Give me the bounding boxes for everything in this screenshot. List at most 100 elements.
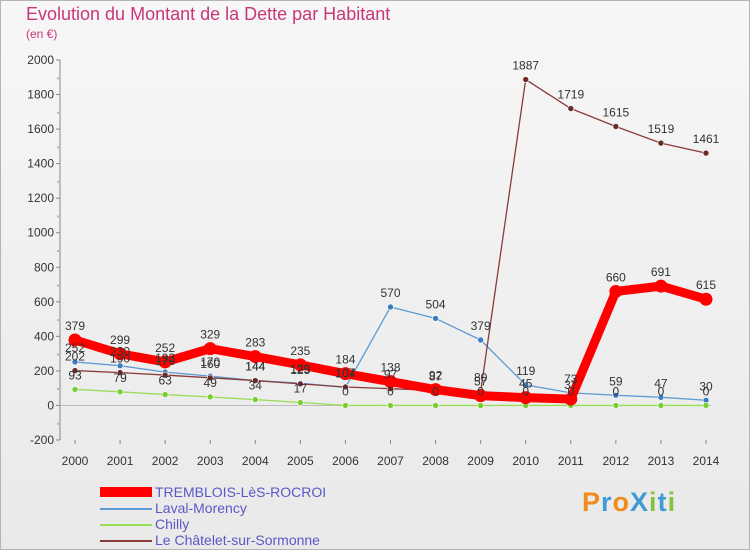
data-label-3: 160 <box>200 357 220 371</box>
data-label-0: 252 <box>155 341 175 355</box>
data-label-0: 37 <box>564 378 578 392</box>
series-point-3 <box>612 123 620 130</box>
data-label-3: 176 <box>155 354 175 368</box>
series-point-0 <box>564 392 578 406</box>
data-label-0: 57 <box>474 375 488 389</box>
x-tick-label: 2008 <box>422 454 449 468</box>
series-point-2 <box>116 388 124 396</box>
data-label-2: 17 <box>294 382 308 396</box>
data-label-2: 0 <box>658 384 665 398</box>
series-point-0 <box>293 358 307 372</box>
data-label-2: 0 <box>387 384 394 398</box>
data-label-3: 1615 <box>603 106 630 120</box>
series-point-3 <box>251 377 259 384</box>
series-point-1 <box>71 358 79 366</box>
data-label-2: 0 <box>567 384 574 398</box>
y-tick-label: 1000 <box>27 226 54 240</box>
series-point-2 <box>251 396 259 403</box>
data-label-0: 45 <box>519 377 533 391</box>
y-tick-label: 1800 <box>27 88 54 102</box>
series-point-2 <box>161 391 169 398</box>
y-tick-label: 1600 <box>27 122 54 136</box>
data-label-2: 79 <box>113 371 127 385</box>
series-point-3 <box>206 374 214 382</box>
series-point-0 <box>474 389 488 403</box>
data-label-0: 92 <box>429 369 443 383</box>
y-tick-label: 200 <box>34 364 54 378</box>
data-label-3: 97 <box>384 368 398 382</box>
x-tick-label: 2009 <box>467 454 494 468</box>
data-label-1: 252 <box>65 341 85 355</box>
series-point-0 <box>384 375 397 389</box>
data-label-3: 80 <box>474 371 488 385</box>
legend-swatch-chilly <box>100 524 152 526</box>
data-label-2: 93 <box>68 368 82 382</box>
data-label-3: 87 <box>429 369 443 383</box>
x-tick-label: 2007 <box>377 454 404 468</box>
legend-label-laval-morency: Laval-Morency <box>155 500 247 516</box>
data-label-2: 34 <box>249 379 263 393</box>
data-label-1: 570 <box>380 286 400 300</box>
series-point-2 <box>71 386 79 393</box>
data-label-2: 0 <box>342 384 349 398</box>
series-point-0 <box>519 391 533 405</box>
series-point-1 <box>477 336 484 344</box>
series-point-0 <box>654 279 668 293</box>
data-label-3: 1719 <box>557 88 584 102</box>
x-tick-label: 2013 <box>648 454 675 468</box>
data-label-1: 129 <box>290 362 310 376</box>
series-point-1 <box>657 394 665 401</box>
data-label-0: 299 <box>110 333 130 347</box>
series-point-1 <box>116 362 124 370</box>
series-point-0 <box>68 333 82 347</box>
series-point-2 <box>297 399 304 406</box>
y-tick-label: -200 <box>30 433 54 447</box>
series-point-2 <box>657 402 665 409</box>
series-point-2 <box>702 402 710 409</box>
data-label-1: 193 <box>155 351 175 365</box>
data-label-1: 104 <box>335 366 355 380</box>
x-tick-label: 2002 <box>152 454 179 468</box>
series-point-3 <box>161 371 169 379</box>
series-point-3 <box>522 76 530 83</box>
x-tick-label: 2014 <box>693 454 720 468</box>
data-label-1: 47 <box>654 376 668 390</box>
data-label-0: 184 <box>335 353 355 367</box>
data-label-2: 0 <box>613 384 620 398</box>
series-point-1 <box>612 391 620 399</box>
series-point-3 <box>657 139 665 147</box>
data-label-2: 0 <box>432 384 439 398</box>
series-point-3 <box>342 383 349 391</box>
data-label-0: 660 <box>606 270 626 284</box>
data-label-0: 379 <box>65 319 85 333</box>
series-point-0 <box>609 284 623 298</box>
series-point-0 <box>699 292 713 306</box>
series-point-0 <box>338 367 352 381</box>
data-label-3: 190 <box>110 352 130 366</box>
data-label-1: 59 <box>609 374 623 388</box>
data-label-2: 0 <box>703 384 710 398</box>
data-label-3: 125 <box>290 363 310 377</box>
series-point-2 <box>477 402 484 409</box>
data-label-2: 49 <box>204 376 218 390</box>
x-tick-label: 2000 <box>62 454 89 468</box>
data-label-3: 1887 <box>512 59 539 73</box>
y-tick-label: 600 <box>34 295 54 309</box>
series-point-1 <box>522 381 530 389</box>
legend-label-tremblois: TREMBLOIS-LèS-ROCROI <box>155 484 327 500</box>
data-label-3: 1519 <box>648 122 675 136</box>
y-tick-label: 0 <box>47 398 54 412</box>
data-label-3: 1461 <box>693 132 720 146</box>
y-tick-label: 1400 <box>27 157 54 171</box>
series-point-2 <box>387 402 394 409</box>
x-tick-label: 2004 <box>242 454 269 468</box>
x-tick-label: 2012 <box>603 454 630 468</box>
data-label-1: 144 <box>245 360 265 374</box>
x-tick-label: 2006 <box>332 454 359 468</box>
data-label-1: 230 <box>110 345 130 359</box>
data-label-1: 119 <box>516 364 535 378</box>
x-tick-label: 2001 <box>107 454 134 468</box>
series-point-2 <box>342 402 349 409</box>
